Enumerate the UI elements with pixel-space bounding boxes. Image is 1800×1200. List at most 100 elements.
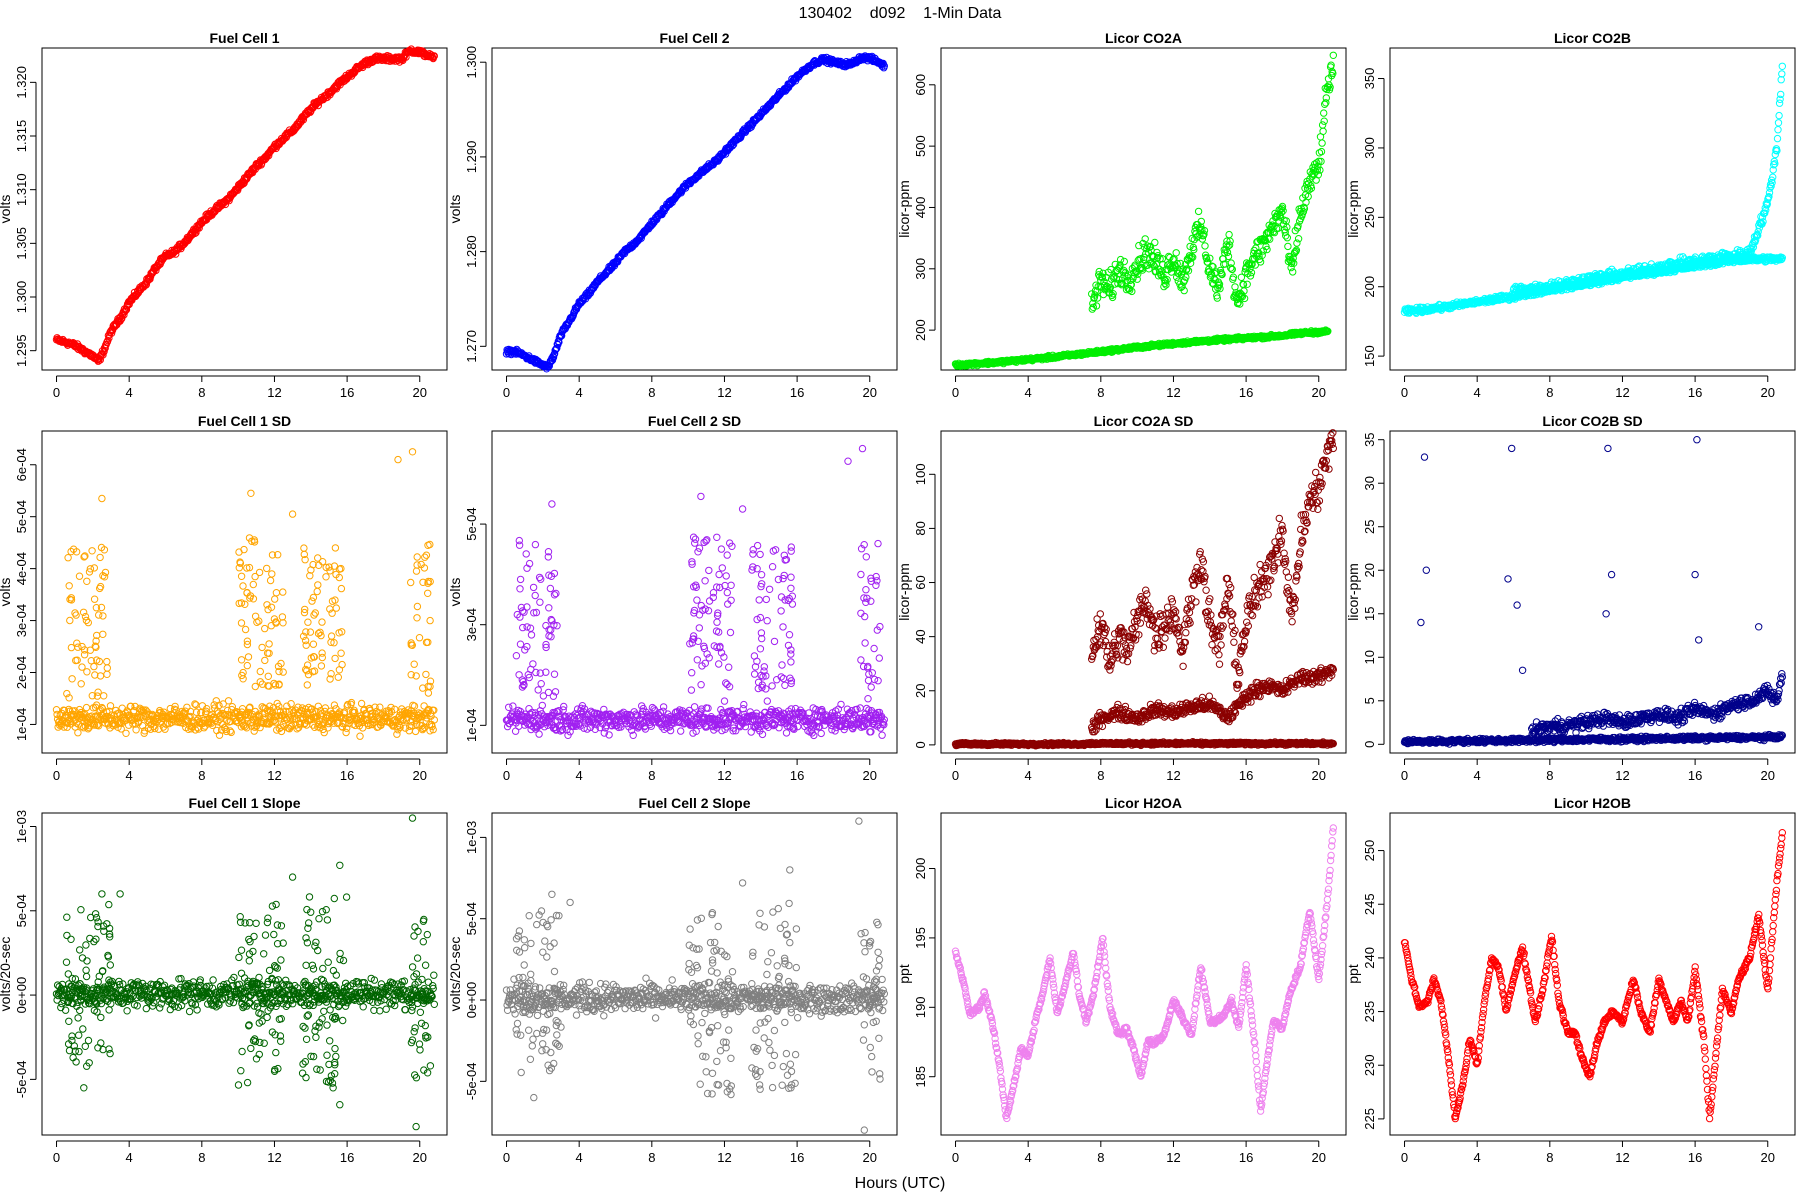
data-point (535, 730, 543, 738)
data-points (502, 52, 888, 373)
y-tick-label: 500 (913, 135, 928, 157)
y-tick-label: 200 (1362, 276, 1377, 298)
data-point (1774, 119, 1783, 127)
data-point (100, 692, 108, 700)
data-point (538, 701, 546, 710)
y-tick-label: 300 (913, 258, 928, 280)
y-tick-label: 150 (1362, 345, 1377, 367)
y-tick-label: 300 (1362, 137, 1377, 159)
y-tick-label: 4e-04 (14, 552, 29, 585)
data-points (1400, 62, 1787, 317)
y-tick-label: 1.270 (464, 330, 479, 363)
data-point (411, 727, 420, 736)
data-point (1284, 242, 1292, 251)
data-point (1317, 147, 1326, 156)
data-point (241, 625, 250, 634)
x-tick-label: 16 (340, 768, 354, 783)
figure-suptitle: 130402 d092 1-Min Data (799, 5, 1002, 22)
x-tick-label: 20 (413, 768, 427, 783)
data-point (237, 619, 246, 627)
data-point (261, 656, 269, 665)
data-point (408, 448, 417, 456)
x-tick-label: 4 (1025, 385, 1032, 400)
data-point (299, 116, 308, 124)
data-point (1225, 230, 1233, 239)
data-point (304, 618, 312, 626)
data-point (318, 558, 327, 566)
data-point (1329, 51, 1338, 59)
x-tick-label: 12 (1615, 385, 1629, 400)
y-tick-label: 5e-04 (464, 507, 479, 540)
data-point (1201, 242, 1209, 250)
data-point (288, 510, 297, 518)
data-point (65, 582, 73, 590)
data-point (247, 489, 255, 497)
y-tick-label: 350 (1362, 68, 1377, 90)
data-point (88, 547, 96, 555)
data-point (407, 578, 415, 587)
x-tick-label: 0 (952, 385, 959, 400)
panel-title: Fuel Cell 1 SD (198, 413, 291, 429)
figure-x-axis-label: Hours (UTC) (855, 1175, 946, 1192)
x-tick-label: 8 (198, 768, 205, 783)
plot-frame (1389, 47, 1796, 371)
y-tick-label: 1.290 (464, 141, 479, 174)
data-point (64, 554, 72, 562)
y-tick-label: 1.280 (464, 235, 479, 268)
data-point (338, 660, 346, 669)
x-tick-label: 8 (648, 768, 655, 783)
panel-title: Licor CO2B (1554, 30, 1631, 46)
data-point (118, 314, 126, 323)
data-point (67, 643, 76, 652)
y-tick-label: 6e-04 (14, 448, 29, 481)
y-tick-label: 1.295 (14, 334, 29, 367)
data-point (255, 568, 264, 577)
data-point (549, 353, 558, 362)
data-point (424, 689, 433, 697)
data-point (237, 572, 246, 580)
data-point (1320, 117, 1328, 125)
x-tick-label: 16 (1688, 385, 1702, 400)
data-point (263, 564, 271, 573)
x-tick-label: 8 (1546, 385, 1553, 400)
data-point (268, 570, 276, 578)
data-point (426, 616, 434, 625)
data-point (244, 653, 253, 661)
data-point (1151, 238, 1159, 247)
data-point (279, 619, 287, 627)
data-points (951, 51, 1338, 370)
data-point (80, 651, 89, 659)
panel-title: Fuel Cell 2 (659, 30, 729, 46)
data-point (413, 561, 421, 569)
data-point (279, 588, 287, 596)
x-tick-label: 4 (126, 768, 133, 783)
data-point (552, 345, 560, 353)
data-point (99, 612, 107, 620)
data-point (75, 572, 84, 580)
data-point (424, 589, 432, 597)
data-point (422, 670, 430, 679)
data-point (122, 729, 130, 737)
x-tick-label: 8 (1097, 385, 1104, 400)
data-point (356, 732, 364, 740)
data-point (318, 618, 326, 626)
y-axis-label: licor-ppm (1345, 180, 1361, 238)
data-point (74, 729, 82, 737)
data-point (310, 611, 318, 619)
data-point (1120, 257, 1129, 266)
data-point (279, 668, 287, 676)
data-point (221, 200, 230, 209)
y-tick-label: 1.315 (14, 120, 29, 153)
data-points (52, 448, 438, 740)
data-point (68, 675, 76, 683)
data-point (1283, 234, 1292, 242)
data-point (1775, 111, 1783, 120)
data-point (337, 649, 345, 657)
data-point (1224, 252, 1233, 261)
x-tick-label: 0 (503, 768, 510, 783)
data-point (509, 702, 517, 710)
data-point (505, 703, 513, 711)
x-tick-label: 0 (53, 768, 60, 783)
data-point (393, 730, 401, 738)
